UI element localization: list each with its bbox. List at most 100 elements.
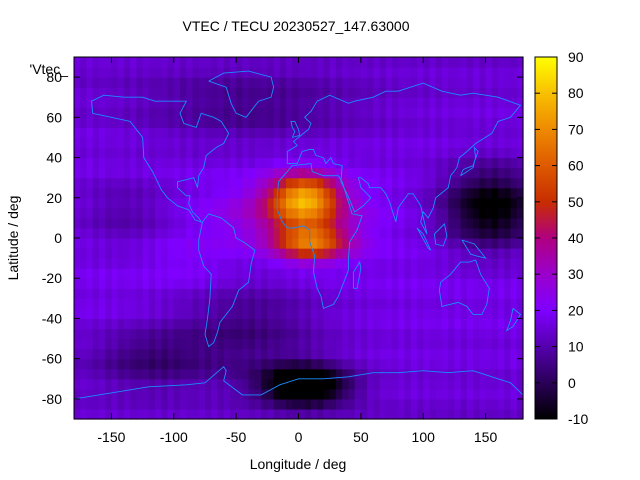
heatmap-cell bbox=[329, 378, 337, 390]
heatmap-cell bbox=[161, 197, 169, 209]
heatmap-cell bbox=[148, 107, 156, 118]
heatmap-cell bbox=[229, 167, 237, 179]
heatmap-cell bbox=[335, 167, 343, 179]
heatmap-cell bbox=[373, 368, 381, 380]
heatmap-cell bbox=[479, 358, 487, 370]
heatmap-cell bbox=[298, 298, 306, 309]
heatmap-cell bbox=[435, 338, 443, 350]
heatmap-cell bbox=[473, 398, 480, 410]
heatmap-cell bbox=[454, 338, 462, 350]
heatmap-cell bbox=[267, 248, 275, 259]
heatmap-cell bbox=[273, 388, 281, 400]
heatmap-cell bbox=[80, 87, 88, 98]
heatmap-cell bbox=[398, 87, 406, 98]
heatmap-cell bbox=[242, 197, 250, 209]
heatmap-cell bbox=[136, 278, 144, 289]
heatmap-cell bbox=[204, 358, 212, 370]
heatmap-cell bbox=[342, 127, 349, 139]
heatmap-cell bbox=[229, 87, 237, 98]
heatmap-cell bbox=[392, 288, 399, 299]
heatmap-cell bbox=[279, 328, 287, 340]
heatmap-cell bbox=[136, 338, 144, 350]
heatmap-cell bbox=[404, 87, 412, 98]
coastline-greenland bbox=[208, 70, 275, 118]
heatmap-cell bbox=[242, 298, 250, 309]
heatmap-cell bbox=[416, 137, 424, 149]
heatmap-cell bbox=[317, 258, 325, 269]
heatmap-cell bbox=[479, 388, 487, 400]
heatmap-cell bbox=[429, 248, 437, 259]
heatmap-cell bbox=[473, 67, 480, 78]
heatmap-cell bbox=[142, 187, 150, 199]
heatmap-cell bbox=[111, 167, 119, 179]
heatmap-cell bbox=[404, 177, 412, 189]
heatmap-cell bbox=[317, 318, 325, 330]
heatmap-cell bbox=[261, 268, 268, 279]
heatmap-cell bbox=[236, 298, 243, 309]
heatmap-cell bbox=[173, 97, 181, 108]
heatmap-cell bbox=[423, 358, 431, 370]
x-axis-ticks: -150 -100 -50 0 50 100 150 bbox=[97, 57, 497, 445]
heatmap-cell bbox=[435, 248, 443, 259]
heatmap-cell bbox=[516, 408, 524, 420]
heatmap-cell bbox=[473, 308, 480, 320]
heatmap-cell bbox=[367, 77, 374, 88]
heatmap-cell bbox=[204, 258, 212, 269]
heatmap-cell bbox=[105, 57, 113, 68]
heatmap-cell bbox=[323, 77, 331, 88]
heatmap-cell bbox=[74, 338, 81, 350]
heatmap-cell bbox=[98, 77, 106, 88]
heatmap-cell bbox=[373, 167, 381, 179]
heatmap-cell bbox=[398, 207, 406, 219]
heatmap-cell bbox=[348, 147, 356, 159]
heatmap-cell bbox=[261, 97, 268, 108]
heatmap-cell bbox=[229, 378, 237, 390]
heatmap-cell bbox=[98, 177, 106, 189]
heatmap-cell bbox=[167, 308, 175, 320]
heatmap-cell bbox=[392, 338, 399, 350]
heatmap-cell bbox=[74, 288, 81, 299]
heatmap-cell bbox=[180, 238, 187, 249]
heatmap-cell bbox=[217, 147, 225, 159]
heatmap-cell bbox=[410, 288, 418, 299]
heatmap-cell bbox=[117, 187, 125, 199]
heatmap-cell bbox=[491, 288, 499, 299]
heatmap-cell bbox=[448, 328, 456, 340]
heatmap-cell bbox=[167, 147, 175, 159]
heatmap-cell bbox=[192, 368, 200, 380]
heatmap-cell bbox=[111, 197, 119, 209]
heatmap-cell bbox=[404, 117, 412, 128]
heatmap-cell bbox=[385, 97, 393, 108]
heatmap-cell bbox=[304, 278, 312, 289]
heatmap-cell bbox=[180, 378, 187, 390]
heatmap-cell bbox=[485, 87, 493, 98]
heatmap-cell bbox=[261, 117, 268, 128]
heatmap-cell bbox=[298, 97, 306, 108]
heatmap-cell bbox=[498, 268, 505, 279]
heatmap-cell bbox=[292, 238, 300, 249]
heatmap-cell bbox=[304, 187, 312, 199]
heatmap-cell bbox=[136, 318, 144, 330]
heatmap-cell bbox=[279, 368, 287, 380]
heatmap-cell bbox=[342, 348, 349, 360]
heatmap-cell bbox=[423, 187, 431, 199]
heatmap-cell bbox=[167, 57, 175, 68]
heatmap-cell bbox=[373, 117, 381, 128]
heatmap-cell bbox=[479, 398, 487, 410]
heatmap-cell bbox=[385, 197, 393, 209]
heatmap-cell bbox=[379, 117, 387, 128]
heatmap-cell bbox=[317, 238, 325, 249]
heatmap-cell bbox=[92, 57, 100, 68]
heatmap-cell bbox=[317, 117, 325, 128]
y-tick-label: -80 bbox=[42, 391, 62, 407]
heatmap-cell bbox=[435, 328, 443, 340]
heatmap-cell bbox=[98, 207, 106, 219]
heatmap-cell bbox=[429, 167, 437, 179]
heatmap-cell bbox=[454, 87, 462, 98]
heatmap-cell bbox=[148, 238, 156, 249]
heatmap-cell bbox=[473, 328, 480, 340]
heatmap-cell bbox=[335, 298, 343, 309]
heatmap-cell bbox=[261, 398, 268, 410]
heatmap-cell bbox=[111, 137, 119, 149]
heatmap-cell bbox=[229, 368, 237, 380]
